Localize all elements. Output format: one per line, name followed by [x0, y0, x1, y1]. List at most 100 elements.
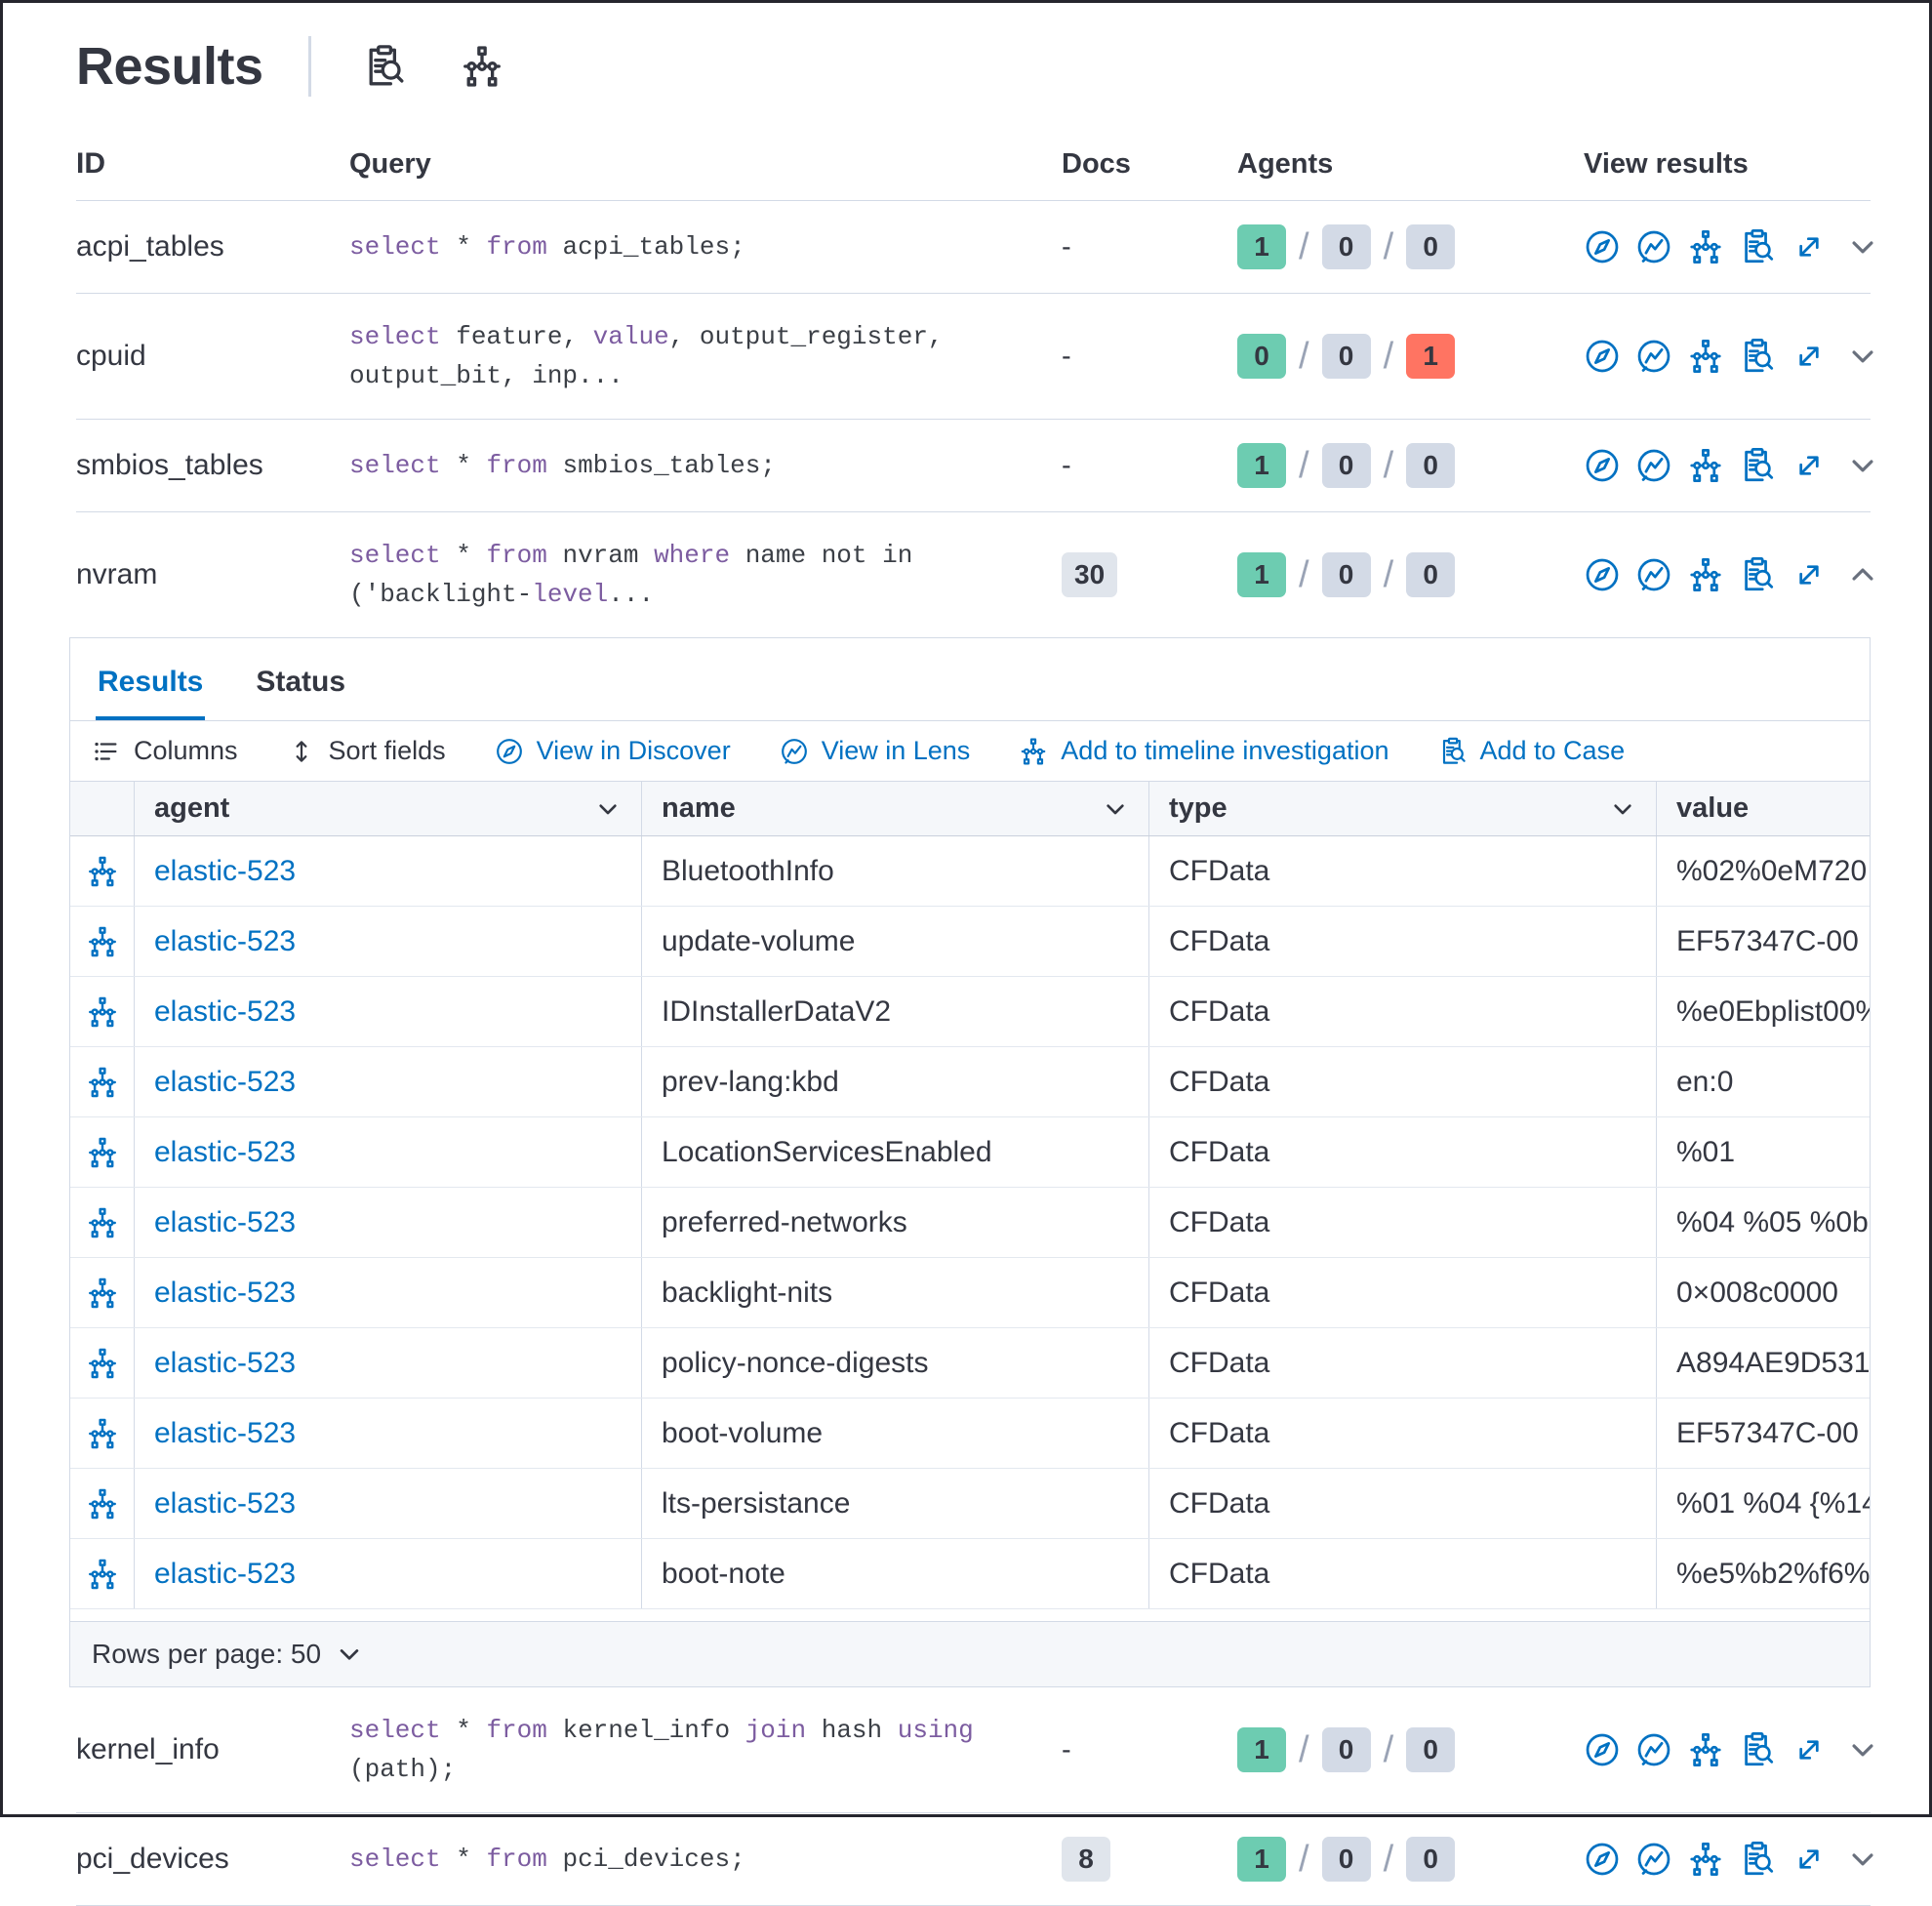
- timeline-icon[interactable]: [86, 1136, 119, 1169]
- timeline-icon[interactable]: [86, 855, 119, 888]
- chevron-down-icon[interactable]: [1846, 1733, 1879, 1766]
- view-in-lens-button[interactable]: View in Lens: [780, 736, 970, 766]
- chevron-down-icon[interactable]: [335, 1640, 364, 1669]
- expand-icon[interactable]: [1791, 338, 1828, 375]
- grid-row: elastic-523 policy-nonce-digests CFData …: [70, 1328, 1870, 1399]
- agent-link[interactable]: elastic-523: [154, 1346, 297, 1379]
- discover-icon[interactable]: [1584, 556, 1621, 593]
- grid-header-type[interactable]: type: [1149, 782, 1657, 835]
- chevron-down-icon[interactable]: [1846, 230, 1879, 264]
- agent-link[interactable]: elastic-523: [154, 924, 297, 957]
- chevron-down-icon[interactable]: [1846, 340, 1879, 373]
- agents-success-badge: 1: [1237, 1837, 1286, 1882]
- columns-button[interactable]: Columns: [92, 736, 238, 766]
- cell-name: boot-volume: [642, 1399, 1149, 1468]
- tab-status[interactable]: Status: [256, 666, 346, 698]
- chevron-down-icon[interactable]: [594, 795, 622, 823]
- lens-icon[interactable]: [1635, 447, 1672, 484]
- agents-status: 1/0/0: [1237, 1727, 1584, 1772]
- discover-icon[interactable]: [1584, 228, 1621, 265]
- tab-results[interactable]: Results: [96, 638, 206, 720]
- cell-type: CFData: [1149, 907, 1657, 976]
- chevron-down-icon[interactable]: [1102, 795, 1129, 823]
- discover-icon[interactable]: [1584, 1841, 1621, 1878]
- inspect-icon[interactable]: [1739, 556, 1776, 593]
- timeline-icon[interactable]: [86, 1277, 119, 1310]
- timeline-icon[interactable]: [86, 1066, 119, 1099]
- lens-icon[interactable]: [1635, 1731, 1672, 1768]
- add-to-timeline-button[interactable]: Add to timeline investigation: [1019, 736, 1389, 766]
- cell-name: backlight-nits: [642, 1258, 1149, 1327]
- agents-status: 0/0/1: [1237, 334, 1584, 379]
- lens-icon[interactable]: [1635, 1841, 1672, 1878]
- agent-link[interactable]: elastic-523: [154, 1276, 297, 1309]
- timeline-icon[interactable]: [86, 1558, 119, 1591]
- discover-icon[interactable]: [1584, 338, 1621, 375]
- discover-icon[interactable]: [1584, 447, 1621, 484]
- inspect-icon[interactable]: [1739, 1731, 1776, 1768]
- timeline-icon[interactable]: [1687, 338, 1724, 375]
- agent-link[interactable]: elastic-523: [154, 1416, 297, 1449]
- agents-pending-badge: 0: [1321, 224, 1371, 269]
- agents-pending-badge: 0: [1321, 443, 1371, 488]
- lens-icon[interactable]: [1635, 556, 1672, 593]
- sort-icon: [287, 737, 316, 766]
- timeline-icon[interactable]: [1687, 1731, 1724, 1768]
- chevron-up-icon[interactable]: [1846, 558, 1879, 591]
- timeline-icon[interactable]: [86, 1206, 119, 1239]
- view-in-discover-button[interactable]: View in Discover: [495, 736, 731, 766]
- timeline-icon[interactable]: [1687, 556, 1724, 593]
- sort-fields-button[interactable]: Sort fields: [287, 736, 446, 766]
- inspect-icon[interactable]: [1739, 338, 1776, 375]
- cell-value: %e5%b2%f6%: [1676, 1557, 1870, 1590]
- expand-icon[interactable]: [1791, 556, 1828, 593]
- grid-header-value[interactable]: value: [1676, 792, 1750, 824]
- lens-icon[interactable]: [1635, 228, 1672, 265]
- agent-link[interactable]: elastic-523: [154, 1486, 297, 1520]
- chevron-down-icon[interactable]: [1609, 795, 1636, 823]
- grid-row: elastic-523 LocationServicesEnabled CFDa…: [70, 1117, 1870, 1188]
- inspect-icon[interactable]: [362, 44, 407, 89]
- rows-per-page-label[interactable]: Rows per page: 50: [92, 1639, 322, 1669]
- agent-link[interactable]: elastic-523: [154, 994, 297, 1028]
- timeline-icon[interactable]: [1687, 228, 1724, 265]
- grid-header-agent[interactable]: agent: [135, 782, 642, 835]
- expand-icon[interactable]: [1791, 447, 1828, 484]
- add-to-case-button[interactable]: Add to Case: [1438, 736, 1625, 766]
- discover-icon[interactable]: [1584, 1731, 1621, 1768]
- query-id: pci_devices: [76, 1843, 229, 1875]
- timeline-icon[interactable]: [1687, 1841, 1724, 1878]
- cell-type: CFData: [1149, 1328, 1657, 1398]
- expand-icon[interactable]: [1791, 228, 1828, 265]
- inspect-icon[interactable]: [1739, 228, 1776, 265]
- cell-type: CFData: [1149, 1258, 1657, 1327]
- agents-pending-badge: 0: [1321, 1727, 1371, 1772]
- agent-link[interactable]: elastic-523: [154, 1065, 297, 1098]
- docs-count-badge: 30: [1062, 552, 1118, 597]
- inspect-icon[interactable]: [1739, 447, 1776, 484]
- inspect-icon[interactable]: [1739, 1841, 1776, 1878]
- expand-icon[interactable]: [1791, 1841, 1828, 1878]
- lens-icon[interactable]: [1635, 338, 1672, 375]
- query-code: select * from smbios_tables;: [349, 451, 776, 480]
- agent-link[interactable]: elastic-523: [154, 854, 297, 887]
- timeline-icon[interactable]: [86, 925, 119, 958]
- timeline-icon[interactable]: [86, 1347, 119, 1380]
- expand-icon[interactable]: [1791, 1731, 1828, 1768]
- chevron-down-icon[interactable]: [1846, 1843, 1879, 1876]
- timeline-icon[interactable]: [86, 1487, 119, 1521]
- timeline-icon[interactable]: [460, 44, 504, 89]
- view-results-actions: [1584, 338, 1879, 375]
- timeline-icon[interactable]: [86, 1417, 119, 1450]
- agent-link[interactable]: elastic-523: [154, 1205, 297, 1238]
- agent-link[interactable]: elastic-523: [154, 1557, 297, 1590]
- cell-name: policy-nonce-digests: [642, 1328, 1149, 1398]
- agent-link[interactable]: elastic-523: [154, 1135, 297, 1168]
- grid-row: elastic-523 update-volume CFData EF57347…: [70, 907, 1870, 977]
- timeline-icon[interactable]: [86, 995, 119, 1029]
- agents-failed-badge: 0: [1406, 552, 1456, 597]
- grid-header-name[interactable]: name: [642, 782, 1149, 835]
- chevron-down-icon[interactable]: [1846, 449, 1879, 482]
- query-id: nvram: [76, 558, 158, 590]
- timeline-icon[interactable]: [1687, 447, 1724, 484]
